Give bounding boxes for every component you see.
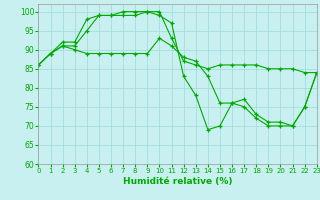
X-axis label: Humidité relative (%): Humidité relative (%) xyxy=(123,177,232,186)
